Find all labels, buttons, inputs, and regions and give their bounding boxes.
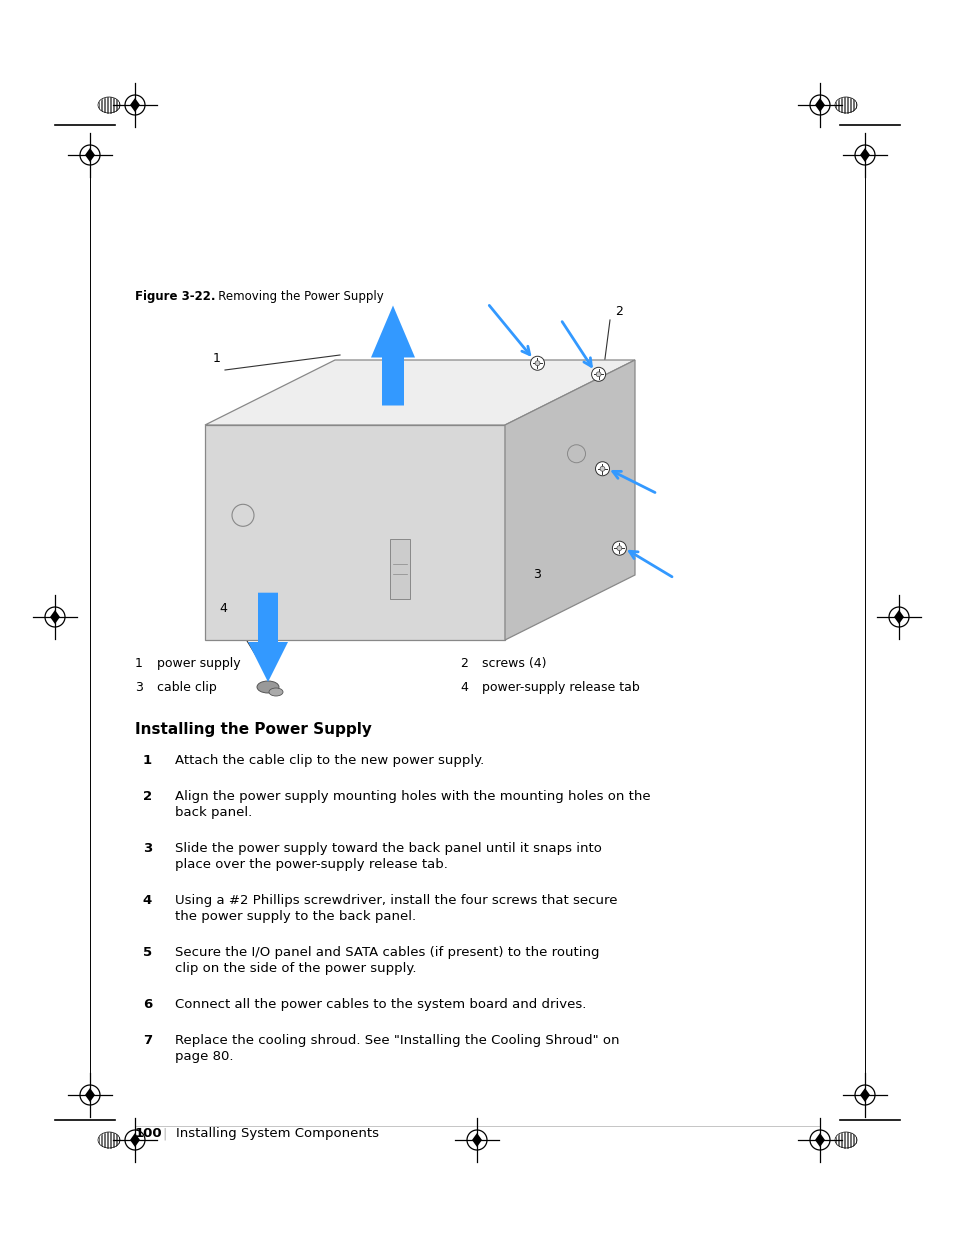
Polygon shape [130,98,140,112]
Polygon shape [205,359,635,425]
Polygon shape [390,538,410,599]
Text: 2: 2 [615,305,622,317]
Text: Removing the Power Supply: Removing the Power Supply [207,290,383,303]
Text: page 80.: page 80. [174,1050,233,1063]
Circle shape [612,541,626,556]
Text: Attach the cable clip to the new power supply.: Attach the cable clip to the new power s… [174,755,484,767]
Text: power-supply release tab: power-supply release tab [481,680,639,694]
Polygon shape [248,593,288,682]
Polygon shape [85,148,95,162]
Text: 7: 7 [143,1034,152,1047]
Ellipse shape [256,680,278,693]
Circle shape [599,467,604,472]
Text: 5: 5 [143,946,152,960]
Circle shape [591,367,605,382]
Polygon shape [893,610,903,624]
Text: Secure the I/O panel and SATA cables (if present) to the routing: Secure the I/O panel and SATA cables (if… [174,946,598,960]
Text: 6: 6 [143,998,152,1011]
Text: Installing the Power Supply: Installing the Power Supply [135,722,372,737]
Polygon shape [50,610,60,624]
Polygon shape [814,98,824,112]
Polygon shape [504,359,635,640]
Circle shape [535,361,539,366]
Text: Replace the cooling shroud. See "Installing the Cooling Shroud" on: Replace the cooling shroud. See "Install… [174,1034,618,1047]
Text: 100: 100 [135,1128,162,1140]
Text: Align the power supply mounting holes with the mounting holes on the: Align the power supply mounting holes wi… [174,790,650,803]
Circle shape [595,462,609,475]
Text: place over the power-supply release tab.: place over the power-supply release tab. [174,858,447,871]
Circle shape [596,372,600,377]
Polygon shape [371,305,415,405]
Text: 3: 3 [533,568,540,580]
Polygon shape [85,1088,95,1102]
Text: Using a #2 Phillips screwdriver, install the four screws that secure: Using a #2 Phillips screwdriver, install… [174,894,617,906]
Circle shape [617,546,621,551]
Text: Figure 3-22.: Figure 3-22. [135,290,215,303]
Text: Installing System Components: Installing System Components [175,1128,378,1140]
Text: cable clip: cable clip [157,680,216,694]
Polygon shape [472,1132,481,1147]
Text: |: | [162,1128,166,1140]
Text: clip on the side of the power supply.: clip on the side of the power supply. [174,962,416,974]
Text: power supply: power supply [157,657,240,671]
Polygon shape [859,148,869,162]
Text: Connect all the power cables to the system board and drives.: Connect all the power cables to the syst… [174,998,586,1011]
Text: 4: 4 [143,894,152,906]
Polygon shape [130,1132,140,1147]
Polygon shape [814,1132,824,1147]
Text: the power supply to the back panel.: the power supply to the back panel. [174,910,416,923]
Text: Slide the power supply toward the back panel until it snaps into: Slide the power supply toward the back p… [174,842,601,855]
Polygon shape [205,425,504,640]
Text: 1: 1 [135,657,143,671]
Text: 3: 3 [135,680,143,694]
Circle shape [530,356,544,370]
Text: 1: 1 [143,755,152,767]
Text: 1: 1 [213,352,221,366]
Text: 2: 2 [459,657,467,671]
Text: 4: 4 [459,680,467,694]
Text: 2: 2 [143,790,152,803]
Text: screws (4): screws (4) [481,657,546,671]
Polygon shape [859,1088,869,1102]
Text: back panel.: back panel. [174,806,252,819]
Text: 3: 3 [143,842,152,855]
Ellipse shape [269,688,283,697]
Text: 4: 4 [219,601,227,615]
